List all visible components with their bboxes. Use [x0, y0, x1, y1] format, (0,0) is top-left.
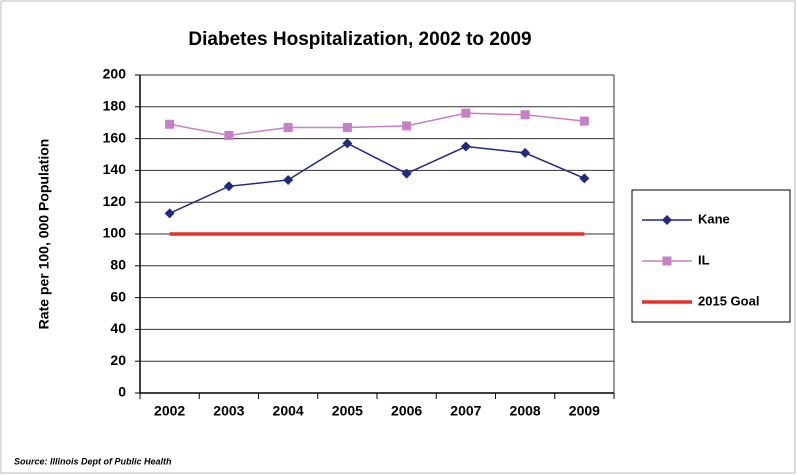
marker [283, 174, 294, 185]
y-tick-label: 200 [103, 66, 127, 82]
y-tick-label: 100 [103, 225, 127, 241]
marker [520, 147, 531, 158]
legend-label: 2015 Goal [698, 293, 759, 308]
x-tick-label: 2002 [154, 403, 185, 419]
x-tick-label: 2009 [569, 403, 600, 419]
legend-box [631, 189, 791, 323]
marker [223, 181, 234, 192]
y-tick-label: 140 [103, 161, 127, 177]
y-tick-label: 120 [103, 193, 127, 209]
marker [342, 122, 352, 132]
y-tick-label: 40 [110, 320, 126, 336]
marker [342, 138, 353, 149]
marker [579, 116, 589, 126]
marker [164, 208, 175, 219]
marker [662, 215, 672, 225]
x-tick-label: 2008 [510, 403, 541, 419]
marker [579, 173, 590, 184]
marker [401, 168, 412, 179]
y-tick-label: 60 [110, 288, 126, 304]
series-line [169, 142, 585, 215]
y-tick-label: 80 [110, 257, 126, 273]
marker [165, 119, 175, 129]
marker [662, 256, 672, 266]
y-axis-label: Rate per 100, 000 Population [36, 139, 52, 330]
marker [402, 121, 412, 131]
x-tick-label: 2003 [213, 403, 244, 419]
chart-title: Diabetes Hospitalization, 2002 to 2009 [188, 29, 531, 50]
marker [520, 110, 530, 120]
y-tick-label: 0 [118, 384, 126, 400]
x-tick-label: 2007 [450, 403, 481, 419]
marker [460, 141, 471, 152]
marker [461, 108, 471, 118]
series-line [169, 112, 585, 137]
y-tick-label: 180 [103, 98, 127, 114]
x-tick-label: 2006 [391, 403, 422, 419]
marker [224, 130, 234, 140]
source-note: Source: Illinois Dept of Public Health [14, 456, 172, 466]
x-tick-label: 2004 [273, 403, 304, 419]
legend-label: IL [698, 252, 710, 267]
legend-label: Kane [698, 211, 730, 226]
marker [283, 122, 293, 132]
y-tick-label: 20 [110, 352, 126, 368]
x-tick-label: 2005 [332, 403, 363, 419]
y-tick-label: 160 [103, 129, 127, 145]
